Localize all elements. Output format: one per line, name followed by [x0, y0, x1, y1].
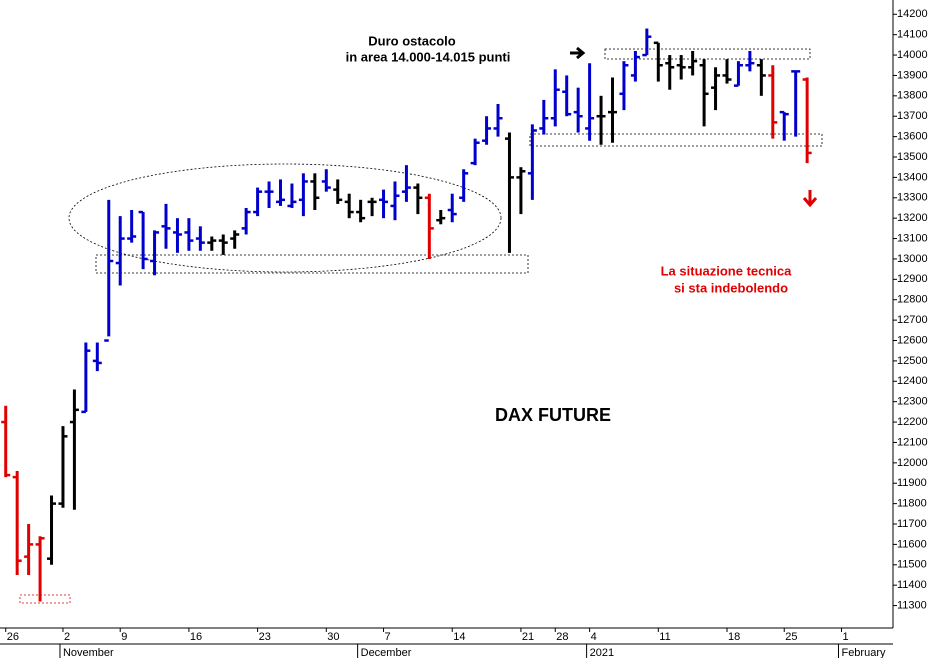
annotation: Duro ostacolo: [368, 33, 455, 48]
x-tick-label: 23: [259, 631, 271, 643]
x-tick-label: 30: [327, 631, 339, 643]
x-tick-label: 2: [64, 631, 70, 643]
y-tick-label: 11300: [897, 599, 927, 611]
resistance-zone: [604, 48, 811, 60]
y-tick-label: 12900: [897, 273, 928, 285]
annotation: si sta indebolendo: [674, 280, 788, 295]
y-tick-label: 11900: [897, 477, 927, 489]
y-tick-label: 13000: [897, 253, 928, 265]
y-tick-label: 12600: [897, 334, 928, 346]
lower-zone: [95, 254, 529, 274]
x-tick-label: 1: [842, 631, 848, 643]
x-tick-label: 28: [556, 631, 568, 643]
y-tick-label: 13100: [897, 232, 928, 244]
y-tick-label: 14000: [897, 49, 928, 61]
y-tick-label: 12700: [897, 314, 928, 326]
y-tick-label: 13200: [897, 212, 928, 224]
month-label: 2021: [590, 647, 614, 658]
y-tick-label: 13300: [897, 192, 928, 204]
y-tick-label: 13600: [897, 131, 928, 143]
y-tick-label: 13700: [897, 110, 928, 122]
y-tick-label: 14100: [897, 29, 928, 41]
arrow-right: [570, 46, 586, 60]
chart-title: DAX FUTURE: [495, 405, 611, 425]
y-tick-label: 13400: [897, 171, 928, 183]
x-tick-label: 14: [453, 631, 465, 643]
y-tick-label: 12300: [897, 396, 928, 408]
month-label: February: [841, 647, 886, 658]
low-zone: [19, 594, 71, 604]
annotation: La situazione tecnica: [661, 263, 793, 278]
y-tick-label: 11500: [897, 559, 927, 571]
x-tick-label: 16: [190, 631, 202, 643]
y-tick-label: 11400: [897, 579, 927, 591]
x-tick-label: 25: [785, 631, 797, 643]
y-tick-label: 12500: [897, 355, 928, 367]
y-tick-label: 12000: [897, 457, 928, 469]
support-zone: [529, 133, 823, 147]
y-tick-label: 13800: [897, 90, 928, 102]
x-tick-label: 26: [7, 631, 19, 643]
month-label: December: [361, 647, 412, 658]
x-tick-label: 21: [522, 631, 534, 643]
y-tick-label: 12100: [897, 436, 928, 448]
x-tick-label: 11: [659, 631, 670, 643]
y-tick-label: 12800: [897, 294, 928, 306]
y-tick-label: 11700: [897, 518, 927, 530]
y-tick-label: 11600: [897, 538, 927, 550]
y-tick-label: 14200: [897, 8, 928, 20]
x-tick-label: 4: [591, 631, 597, 643]
arrow-down: [802, 190, 818, 208]
consolidation-ellipse: [68, 163, 502, 273]
y-tick-label: 12200: [897, 416, 928, 428]
month-label: November: [63, 647, 114, 658]
y-tick-label: 13500: [897, 151, 928, 163]
zones: [19, 48, 823, 604]
y-tick-label: 11800: [897, 498, 927, 510]
x-tick-label: 18: [728, 631, 740, 643]
annotation: in area 14.000-14.015 punti: [346, 49, 511, 64]
x-tick-label: 9: [121, 631, 127, 643]
y-tick-label: 13900: [897, 69, 928, 81]
y-tick-label: 12400: [897, 375, 928, 387]
x-tick-label: 7: [385, 631, 391, 643]
